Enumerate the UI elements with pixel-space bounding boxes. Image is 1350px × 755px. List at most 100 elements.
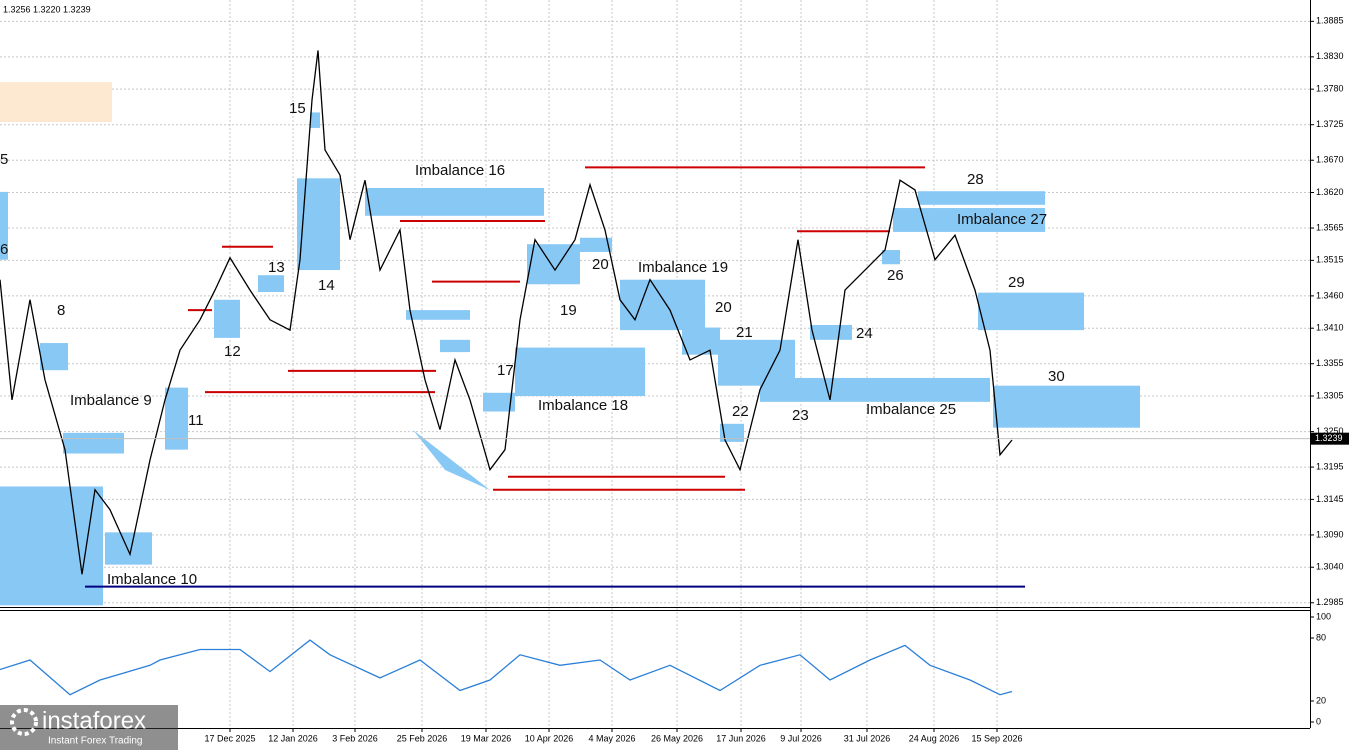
y-tick-label: 1.3885 [1316, 16, 1344, 26]
y-tick-label: 1.3460 [1316, 290, 1344, 300]
x-tick-label: 26 May 2026 [651, 733, 703, 743]
imbalance-zone [297, 178, 340, 271]
x-tick-label: 10 Apr 2026 [525, 733, 574, 743]
zone-label: 5 [0, 151, 8, 168]
zone-label: 29 [1008, 274, 1025, 291]
zone-label: Imbalance 18 [538, 397, 628, 414]
imbalance-zone [0, 191, 8, 260]
logo-backdrop [0, 705, 178, 750]
imbalance-zone [365, 188, 544, 216]
current-price-label: 1.3239 [1315, 433, 1343, 443]
imbalance-zone [882, 250, 900, 265]
current-price-box [1311, 432, 1349, 445]
zone-label: 14 [318, 277, 335, 294]
y-tick-label: 1.3355 [1316, 358, 1344, 368]
y-tick-label: 20 [1316, 695, 1326, 705]
y-tick-label: 100 [1316, 611, 1331, 621]
y-tick-label: 1.3195 [1316, 461, 1344, 471]
x-tick-label: 19 Mar 2026 [461, 733, 512, 743]
imbalance-zone [580, 237, 612, 252]
logo-icon [10, 708, 38, 736]
zone-label: 19 [560, 302, 577, 319]
imbalance-zone [214, 299, 240, 338]
x-tick-label: 25 Feb 2026 [397, 733, 448, 743]
imbalance-zone [63, 432, 124, 454]
imbalance-zone [105, 532, 152, 565]
zone-label: 6 [0, 241, 8, 258]
y-tick-label: 1.3830 [1316, 51, 1344, 61]
x-tick-label: 4 May 2026 [588, 733, 635, 743]
imbalance-zone [993, 385, 1140, 428]
y-tick-label: 0 [1316, 716, 1321, 726]
y-tick-label: 1.3565 [1316, 222, 1344, 232]
price-line [0, 50, 1013, 575]
y-tick-label: 1.3040 [1316, 562, 1344, 572]
x-tick-label: 17 Dec 2025 [204, 733, 255, 743]
imbalance-zone [406, 310, 470, 320]
imbalance-zone [165, 387, 188, 450]
zone-label: 17 [497, 362, 514, 379]
zone-label: 24 [856, 325, 873, 342]
imbalance-zone [760, 377, 990, 402]
zone-label: 11 [188, 412, 204, 429]
imbalance-zone [720, 423, 744, 442]
imbalance-zone [310, 112, 320, 128]
imbalance-zone [258, 275, 284, 293]
y-tick-label: 1.3410 [1316, 323, 1344, 333]
y-tick-label: 1.3090 [1316, 529, 1344, 539]
y-tick-label: 1.3145 [1316, 494, 1344, 504]
zone-label: Imbalance 16 [415, 162, 505, 179]
x-tick-label: 15 Sep 2026 [971, 733, 1022, 743]
zone-label: 30 [1048, 368, 1065, 385]
y-tick-label: 1.3250 [1316, 426, 1344, 436]
zone-label: Imbalance 10 [107, 571, 197, 588]
x-tick-label: 31 Jul 2026 [844, 733, 891, 743]
y-tick-label: 1.3725 [1316, 119, 1344, 129]
wedge [413, 430, 490, 490]
x-tick-label: 12 Jan 2026 [268, 733, 318, 743]
imbalance-zone [440, 339, 470, 353]
imbalance-zone [620, 279, 705, 331]
zone-label: 22 [732, 403, 749, 420]
imbalance-zone [918, 191, 1045, 205]
imbalance-zone [810, 324, 852, 340]
x-tick-label: 24 Aug 2026 [909, 733, 960, 743]
y-tick-label: 1.3670 [1316, 155, 1344, 165]
imbalance-zone [515, 347, 645, 397]
y-tick-label: 1.3620 [1316, 187, 1344, 197]
zone-label: 23 [792, 407, 809, 424]
logo-tagline: Instant Forex Trading [48, 736, 143, 747]
zone-label: 21 [736, 324, 753, 341]
imbalance-zone [527, 244, 580, 285]
x-tick-label: 9 Jul 2026 [780, 733, 822, 743]
imbalance-zone [0, 82, 112, 123]
imbalance-zone [978, 292, 1084, 331]
zone-label: 28 [967, 171, 984, 188]
imbalance-zone [893, 208, 1045, 232]
x-tick-label: 3 Feb 2026 [332, 733, 378, 743]
imbalance-zone [40, 343, 68, 371]
logo-name: instaforex [42, 707, 146, 734]
zone-label: Imbalance 19 [638, 259, 728, 276]
imbalance-zone [682, 327, 720, 355]
zone-label: 20 [715, 299, 732, 316]
zone-label: 15 [289, 100, 306, 117]
zone-label: 20 [592, 256, 609, 273]
zone-label: 12 [224, 343, 241, 360]
zone-label: Imbalance 9 [70, 392, 152, 409]
imbalance-zone [483, 392, 515, 412]
indicator-line [0, 639, 1013, 696]
y-tick-label: 1.3780 [1316, 84, 1344, 94]
zone-label: 26 [887, 267, 904, 284]
zone-label: Imbalance 27 [957, 211, 1047, 228]
y-tick-label: 1.3305 [1316, 390, 1344, 400]
y-tick-label: 1.3515 [1316, 255, 1344, 265]
y-tick-label: 80 [1316, 632, 1326, 642]
x-tick-label: 17 Jun 2026 [716, 733, 766, 743]
y-tick-label: 1.2985 [1316, 597, 1344, 607]
ohlc-readout: 1.3256 1.3220 1.3239 [3, 4, 91, 14]
zone-label: Imbalance 25 [866, 401, 956, 418]
zone-label: 8 [57, 302, 65, 319]
logo: instaforex Instant Forex Trading [0, 705, 178, 750]
